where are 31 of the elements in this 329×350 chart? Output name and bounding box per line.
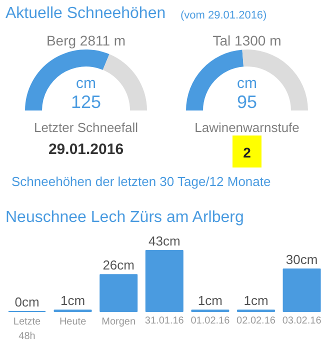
x-tick-label: 03.02.16 bbox=[282, 316, 322, 326]
x-tick-label: 02.02.16 bbox=[236, 316, 276, 326]
data-label: 1cm bbox=[244, 293, 268, 308]
x-tick-label: 01.02.16 bbox=[190, 316, 230, 326]
bar bbox=[145, 250, 184, 312]
data-label: 26cm bbox=[102, 258, 134, 273]
x-tick-label: Morgen bbox=[102, 316, 136, 328]
text: cm bbox=[237, 75, 257, 92]
x-tick-label: Letzte 48h bbox=[13, 316, 42, 342]
text: 29.01.2016 bbox=[48, 141, 124, 158]
text: (vom 29.01.2016) bbox=[180, 10, 267, 22]
text: Letzter Schneefall bbox=[34, 120, 138, 135]
text: 125 bbox=[70, 92, 102, 112]
data-label: 1cm bbox=[60, 293, 86, 308]
data-label: 43cm bbox=[148, 234, 180, 248]
chart-title: Tal 1300 m bbox=[212, 32, 282, 48]
x-tick-label: 31.01.16 bbox=[144, 316, 184, 326]
text: 2 bbox=[243, 144, 252, 160]
text: 95 bbox=[236, 92, 258, 112]
bar bbox=[100, 274, 138, 312]
x-tick-label: Heute bbox=[59, 316, 87, 328]
data-label: 1cm bbox=[198, 293, 222, 308]
text: Schneehöhen der letzten 30 Tage/12 Monate bbox=[12, 174, 271, 189]
text: Aktuelle Schneehöhen bbox=[6, 5, 166, 22]
data-label: 30cm bbox=[286, 252, 318, 267]
text: cm bbox=[76, 75, 96, 92]
data-label: 0cm bbox=[14, 294, 40, 310]
chart-title: Berg 2811 m bbox=[46, 32, 126, 48]
chart-title: Neuschnee Lech Zürs am Arlberg bbox=[6, 209, 244, 226]
text: Lawinenwarnstufe bbox=[194, 120, 300, 135]
bar bbox=[282, 268, 321, 312]
